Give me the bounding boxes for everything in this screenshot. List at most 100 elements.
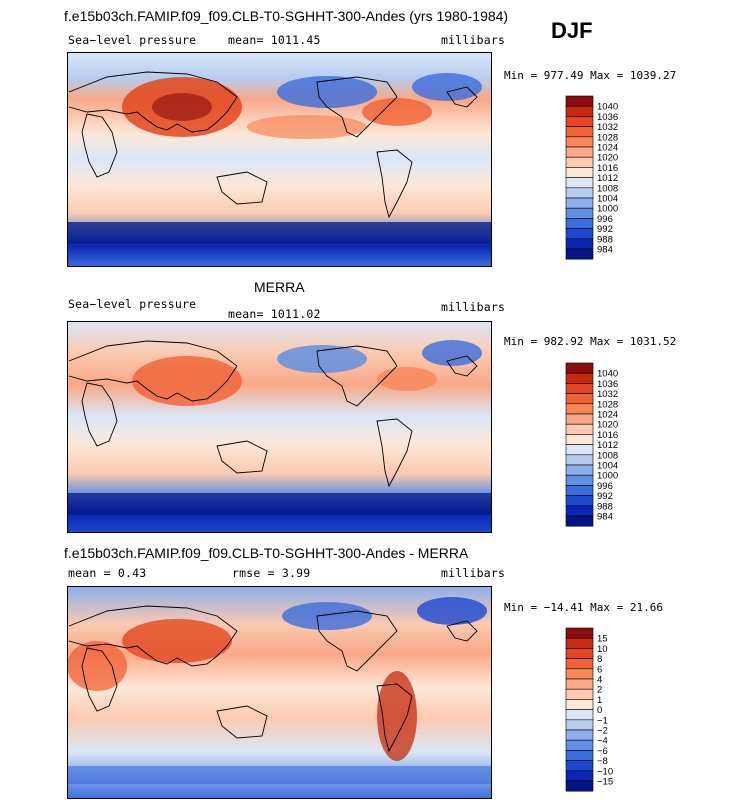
panel3-field-background (67, 586, 492, 799)
colorbar-tick-label: 1032 (597, 389, 618, 400)
colorbar-tick-label: 1028 (597, 132, 618, 143)
colorbar-swatch (565, 413, 594, 425)
panel2-minmax: Min = 982.92 Max = 1031.52 (504, 335, 677, 348)
colorbar-tick-label: 10 (597, 644, 608, 655)
panel2-title: MERRA (254, 279, 305, 295)
colorbar-tick-label: 1000 (597, 204, 618, 215)
north-atlantic-high-blob (362, 98, 432, 126)
panel1-coastlines (68, 71, 478, 219)
colorbar-swatch (565, 423, 594, 435)
colorbar-tick-label: −8 (597, 756, 608, 767)
colorbar-tick-label: −2 (597, 726, 608, 737)
colorbar-swatch (565, 515, 594, 527)
colorbar-swatch (565, 474, 594, 486)
colorbar-swatch (565, 372, 594, 384)
panel3-rmse: rmse = 3.99 (232, 566, 311, 580)
colorbar-tick-label: 1 (597, 695, 602, 706)
colorbar-swatch (565, 177, 594, 189)
panel3-coastlines (68, 605, 478, 753)
north-atlantic-negative-anomaly (417, 597, 487, 625)
colorbar-swatch (565, 156, 594, 168)
north-pacific-high-blob (247, 115, 367, 139)
colorbar-swatch (565, 637, 594, 649)
colorbar-tick-label: 15 (597, 634, 608, 645)
colorbar-tick-label: 1028 (597, 399, 618, 410)
panel1-units: millibars (441, 33, 506, 47)
colorbar-tick-label: 1008 (597, 183, 618, 194)
colorbar-tick-label: 988 (597, 501, 613, 512)
panel3-map (67, 586, 492, 799)
aleutian-low-blob (277, 76, 377, 108)
colorbar-tick-label: 0 (597, 705, 602, 716)
colorbar-swatch (565, 136, 594, 148)
panel2-map (67, 321, 492, 533)
colorbar-tick-label: 1024 (597, 410, 618, 421)
southern-negative-band (67, 766, 492, 784)
colorbar-swatch (565, 739, 594, 751)
colorbar-swatch (565, 485, 594, 496)
colorbar-tick-label: 1032 (597, 122, 618, 133)
colorbar-swatch (565, 105, 594, 117)
colorbar-swatch (565, 197, 594, 209)
colorbar-tick-label: −10 (597, 766, 613, 777)
colorbar-tick-label: 996 (597, 214, 613, 225)
colorbar-tick-label: 1040 (597, 102, 618, 113)
panel1-map (67, 52, 492, 267)
colorbar-swatch (565, 393, 594, 405)
colorbar-tick-label: −1 (597, 715, 608, 726)
colorbar-tick-label: 6 (597, 664, 602, 675)
colorbar-swatch (565, 770, 594, 782)
colorbar-swatch (565, 238, 594, 250)
panel2-units: millibars (441, 300, 506, 314)
colorbar-tick-label: 1008 (597, 450, 618, 461)
colorbar-tick-label: 1020 (597, 420, 618, 431)
colorbar-tick-label: 988 (597, 234, 613, 245)
colorbar-tick-label: 1016 (597, 163, 618, 174)
colorbar-swatch (565, 434, 594, 445)
colorbar-tick-label: 1016 (597, 430, 618, 441)
colorbar-swatch (565, 95, 594, 107)
panel1-minmax: Min = 977.49 Max = 1039.27 (504, 69, 677, 82)
colorbar-swatch (565, 495, 594, 507)
colorbar-tick-label: 2 (597, 685, 602, 696)
colorbar-swatch (565, 146, 594, 158)
panel3-map-frame (67, 586, 492, 799)
colorbar-tick-label: 1036 (597, 112, 618, 123)
southern-ocean-low-band (67, 222, 492, 244)
colorbar-tick-label: 1024 (597, 143, 618, 154)
colorbar-tick-label: −15 (597, 777, 613, 788)
colorbar-tick-label: 1004 (597, 194, 618, 205)
colorbar-swatch (565, 116, 594, 127)
colorbar-swatch (565, 167, 594, 178)
colorbar-tick-label: 992 (597, 224, 613, 235)
colorbar-tick-label: 996 (597, 481, 613, 492)
colorbar-swatch (565, 750, 594, 761)
colorbar-tick-label: 984 (597, 245, 613, 256)
colorbar-swatch (565, 444, 594, 456)
asia-positive-anomaly (122, 619, 232, 663)
colorbar-swatch (565, 464, 594, 476)
panel1-colorbar: 1040103610321028102410201016101210081004… (565, 95, 618, 260)
colorbar-swatch (565, 719, 594, 731)
southern-ocean-low-band (67, 493, 492, 515)
colorbar-swatch (565, 187, 594, 199)
colorbar-swatch (565, 780, 594, 792)
colorbar-swatch (565, 362, 594, 374)
colorbar-swatch (565, 648, 594, 659)
colorbar-swatch (565, 760, 594, 772)
colorbar-tick-label: 992 (597, 491, 613, 502)
colorbar-swatch (565, 218, 594, 229)
colorbar-tick-label: 1040 (597, 369, 618, 380)
colorbar-tick-label: 984 (597, 512, 613, 523)
panel2-colorbar: 1040103610321028102410201016101210081004… (565, 362, 618, 527)
colorbar-tick-label: 4 (597, 675, 602, 686)
panel3-mean: mean = 0.43 (68, 566, 147, 580)
north-pacific-negative-anomaly (282, 602, 372, 630)
aleutian-low-blob (277, 345, 367, 373)
season-label: DJF (551, 18, 593, 43)
colorbar-tick-label: 1012 (597, 440, 618, 451)
colorbar-swatch (565, 248, 594, 260)
panel1-variable: Sea−level pressure (68, 33, 197, 47)
panel3-title: f.e15b03ch.FAMIP.f09_f09.CLB-T0-SGHHT-30… (64, 545, 469, 561)
colorbar-swatch (565, 126, 594, 138)
